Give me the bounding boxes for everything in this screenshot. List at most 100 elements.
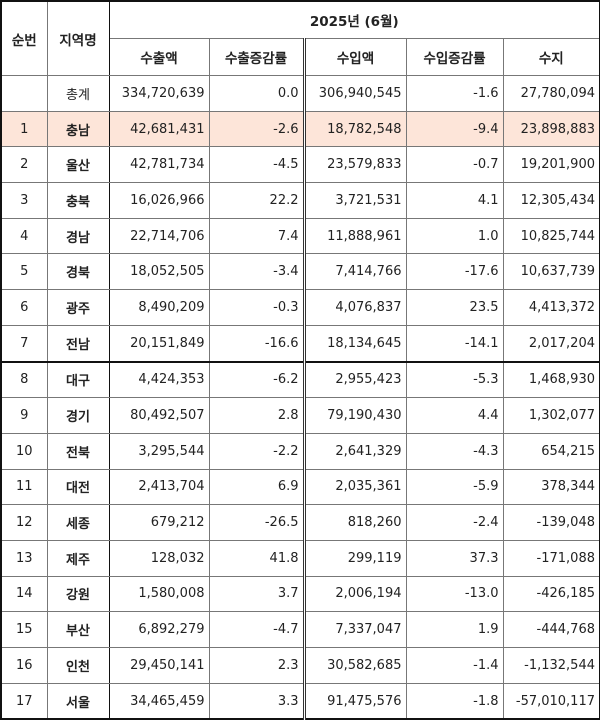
- index-cell: 17: [0, 682, 48, 720]
- index-cell: 1: [0, 110, 48, 148]
- table-row: 1 충남 42,681,431 -2.6 18,782,548 -9.4 23,898,88…: [0, 110, 600, 148]
- export-rate-cell: 3.3: [208, 682, 306, 720]
- balance-cell: -57,010,117: [502, 682, 600, 720]
- export-rate-cell: 3.7: [208, 575, 306, 613]
- export-cell: 679,212: [108, 504, 210, 541]
- export-cell: 4,424,353: [108, 360, 210, 399]
- import-cell: 7,414,766: [303, 253, 407, 291]
- region-cell: 전남: [46, 324, 110, 363]
- import-rate-cell: -5.9: [405, 468, 504, 506]
- region-cell: 강원: [46, 575, 110, 613]
- balance-cell: 378,344: [502, 468, 600, 506]
- balance-cell: 27,780,094: [502, 75, 600, 112]
- export-cell: 3,295,544: [108, 432, 210, 470]
- header-import: 수입액: [303, 38, 407, 76]
- import-cell: 18,782,548: [303, 110, 407, 148]
- export-cell: 20,151,849: [108, 324, 210, 363]
- export-rate-cell: -16.6: [208, 324, 306, 363]
- table-row: 8 대구 4,424,353 -6.2 2,955,423 -5.3 1,468,930: [0, 360, 600, 399]
- table-row: 14 강원 1,580,008 3.7 2,006,194 -13.0 -426,185: [0, 575, 600, 613]
- import-cell: 306,940,545: [303, 75, 407, 112]
- export-rate-cell: 6.9: [208, 468, 306, 506]
- table-row: 12 세종 679,212 -26.5 818,260 -2.4 -139,048: [0, 504, 600, 541]
- balance-cell: 23,898,883: [502, 110, 600, 148]
- region-cell: 광주: [46, 289, 110, 326]
- table-row: 7 전남 20,151,849 -16.6 18,134,645 -14.1 2,017,2…: [0, 324, 600, 363]
- table-row: 13 제주 128,032 41.8 299,119 37.3 -171,088: [0, 539, 600, 577]
- import-rate-cell: -1.4: [405, 647, 504, 684]
- import-cell: 79,190,430: [303, 397, 407, 434]
- balance-cell: 19,201,900: [502, 146, 600, 184]
- balance-cell: 2,017,204: [502, 324, 600, 363]
- region-cell: 총계: [46, 75, 110, 112]
- index-cell: 16: [0, 647, 48, 684]
- balance-cell: -171,088: [502, 539, 600, 577]
- import-rate-cell: -1.6: [405, 75, 504, 112]
- import-rate-cell: 1.0: [405, 217, 504, 255]
- import-rate-cell: 37.3: [405, 539, 504, 577]
- export-rate-cell: -26.5: [208, 504, 306, 541]
- export-cell: 1,580,008: [108, 575, 210, 613]
- region-cell: 경북: [46, 253, 110, 291]
- export-rate-cell: 41.8: [208, 539, 306, 577]
- import-rate-cell: -9.4: [405, 110, 504, 148]
- table-row: 2 울산 42,781,734 -4.5 23,579,833 -0.7 19,201,90…: [0, 146, 600, 184]
- index-cell: 15: [0, 611, 48, 648]
- header-period: 2025년 (6월): [108, 0, 600, 39]
- header-export: 수출액: [108, 38, 210, 76]
- import-cell: 2,006,194: [303, 575, 407, 613]
- export-rate-cell: -4.5: [208, 146, 306, 184]
- import-rate-cell: -1.8: [405, 682, 504, 720]
- balance-cell: 12,305,434: [502, 182, 600, 219]
- total-row: 총계 334,720,639 0.0 306,940,545 -1.6 27,780,09…: [0, 75, 600, 112]
- balance-cell: 1,302,077: [502, 397, 600, 434]
- region-cell: 전북: [46, 432, 110, 470]
- header-region: 지역명: [46, 0, 110, 76]
- region-cell: 세종: [46, 504, 110, 541]
- table-row: 15 부산 6,892,279 -4.7 7,337,047 1.9 -444,768: [0, 611, 600, 648]
- import-rate-cell: -2.4: [405, 504, 504, 541]
- balance-cell: 1,468,930: [502, 360, 600, 399]
- header-import-rate: 수입증감률: [405, 38, 504, 76]
- export-rate-cell: -6.2: [208, 360, 306, 399]
- export-cell: 16,026,966: [108, 182, 210, 219]
- balance-cell: 10,825,744: [502, 217, 600, 255]
- region-cell: 경남: [46, 217, 110, 255]
- import-rate-cell: -5.3: [405, 360, 504, 399]
- table-row: 5 경북 18,052,505 -3.4 7,414,766 -17.6 10,637,73…: [0, 253, 600, 291]
- region-cell: 인천: [46, 647, 110, 684]
- balance-cell: 4,413,372: [502, 289, 600, 326]
- balance-cell: -139,048: [502, 504, 600, 541]
- table-row: 9 경기 80,492,507 2.8 79,190,430 4.4 1,302,077: [0, 397, 600, 434]
- region-cell: 대전: [46, 468, 110, 506]
- table-row: 10 전북 3,295,544 -2.2 2,641,329 -4.3 654,215: [0, 432, 600, 470]
- import-cell: 18,134,645: [303, 324, 407, 363]
- import-rate-cell: 23.5: [405, 289, 504, 326]
- export-cell: 128,032: [108, 539, 210, 577]
- index-cell: 13: [0, 539, 48, 577]
- balance-cell: -444,768: [502, 611, 600, 648]
- import-rate-cell: 1.9: [405, 611, 504, 648]
- import-cell: 2,955,423: [303, 360, 407, 399]
- import-rate-cell: -14.1: [405, 324, 504, 363]
- region-cell: 충남: [46, 110, 110, 148]
- export-cell: 42,781,734: [108, 146, 210, 184]
- region-cell: 대구: [46, 360, 110, 399]
- index-cell: [0, 75, 48, 112]
- export-cell: 29,450,141: [108, 647, 210, 684]
- index-cell: 10: [0, 432, 48, 470]
- region-cell: 울산: [46, 146, 110, 184]
- export-cell: 2,413,704: [108, 468, 210, 506]
- export-rate-cell: 22.2: [208, 182, 306, 219]
- index-cell: 5: [0, 253, 48, 291]
- export-cell: 6,892,279: [108, 611, 210, 648]
- import-rate-cell: 4.4: [405, 397, 504, 434]
- header-balance: 수지: [502, 38, 600, 76]
- import-cell: 7,337,047: [303, 611, 407, 648]
- index-cell: 11: [0, 468, 48, 506]
- index-cell: 14: [0, 575, 48, 613]
- import-cell: 2,035,361: [303, 468, 407, 506]
- export-rate-cell: 2.3: [208, 647, 306, 684]
- export-cell: 42,681,431: [108, 110, 210, 148]
- export-cell: 34,465,459: [108, 682, 210, 720]
